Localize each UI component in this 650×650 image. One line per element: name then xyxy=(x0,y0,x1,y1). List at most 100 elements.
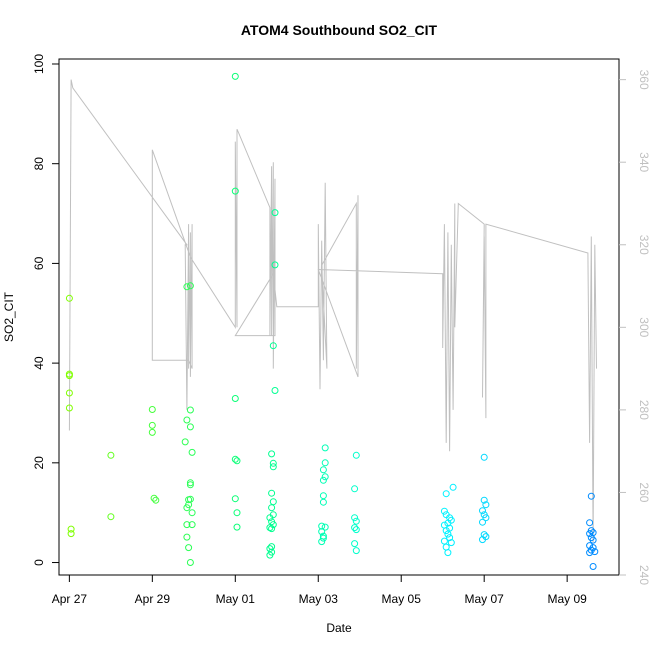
data-point xyxy=(351,524,359,532)
axis-layer: Apr 27 Apr 29 May 01 May 03 May 05 May 07 May … xyxy=(32,54,650,606)
y-tick-label: 20 xyxy=(32,456,46,470)
data-point xyxy=(321,473,329,481)
y-tick-label: 0 xyxy=(32,559,46,566)
x-tick-label: Apr 29 xyxy=(135,592,171,606)
data-point xyxy=(444,530,452,538)
y2-tick-label: 340 xyxy=(637,152,650,172)
y-tick-label: 60 xyxy=(32,256,46,270)
data-point xyxy=(268,525,276,533)
data-point xyxy=(186,406,194,414)
y2-tick-label: 240 xyxy=(637,565,650,585)
data-point xyxy=(183,416,191,424)
y2-tick-label: 360 xyxy=(637,70,650,90)
data-point xyxy=(271,387,279,394)
data-point xyxy=(186,282,194,290)
data-point xyxy=(269,498,277,506)
x-tick-label: May 01 xyxy=(216,592,256,606)
data-point xyxy=(271,261,279,269)
data-point xyxy=(181,438,189,446)
data-point xyxy=(321,444,329,452)
data-point xyxy=(183,283,191,291)
x-axis-label: Date xyxy=(326,621,352,635)
data-point xyxy=(352,547,360,555)
data-point xyxy=(351,485,359,493)
data-point xyxy=(446,534,454,542)
data-point xyxy=(186,559,194,566)
data-point xyxy=(107,451,115,459)
data-point xyxy=(586,542,594,550)
y2-tick-label: 300 xyxy=(637,317,650,337)
data-point xyxy=(480,531,488,539)
data-point xyxy=(319,534,327,542)
data-point xyxy=(318,538,326,546)
data-point xyxy=(352,451,360,459)
data-point xyxy=(186,423,194,431)
data-point xyxy=(186,481,194,489)
data-point xyxy=(589,563,597,570)
data-point xyxy=(480,496,488,504)
point-layer xyxy=(65,72,599,570)
y-axis-label: SO2_CIT xyxy=(2,291,16,342)
data-point xyxy=(479,536,486,544)
data-point xyxy=(351,514,359,522)
y-tick-label: 80 xyxy=(32,157,46,171)
data-point xyxy=(183,533,191,541)
x-tick-label: Apr 27 xyxy=(52,592,88,606)
data-point xyxy=(269,459,277,467)
data-point xyxy=(266,551,274,559)
data-point xyxy=(65,389,73,397)
data-point xyxy=(269,521,277,529)
data-point xyxy=(148,406,156,413)
data-point xyxy=(186,495,194,503)
line-layer xyxy=(68,79,597,543)
data-point xyxy=(321,459,329,467)
data-point xyxy=(233,509,241,517)
data-point xyxy=(268,504,276,512)
data-point xyxy=(351,540,359,548)
data-point xyxy=(447,539,455,547)
data-point xyxy=(318,528,326,536)
series-line xyxy=(68,79,597,543)
data-point xyxy=(352,526,360,534)
x-tick-label: May 09 xyxy=(547,592,587,606)
data-point xyxy=(148,428,156,436)
data-point xyxy=(268,489,276,497)
data-point xyxy=(231,187,239,195)
y-tick-label: 40 xyxy=(32,356,46,370)
data-point xyxy=(188,448,196,456)
y2-tick-label: 320 xyxy=(637,235,650,255)
data-point xyxy=(65,404,73,412)
chart-title: ATOM4 Southbound SO2_CIT xyxy=(241,22,438,38)
data-point xyxy=(442,527,450,535)
data-point xyxy=(269,463,277,471)
data-point xyxy=(188,509,196,517)
data-point xyxy=(269,342,277,350)
data-point xyxy=(319,476,327,484)
data-point xyxy=(586,549,594,557)
data-point xyxy=(148,421,156,429)
data-point xyxy=(482,514,490,522)
data-point xyxy=(65,370,73,378)
data-point xyxy=(591,548,599,556)
data-point xyxy=(587,492,595,500)
data-point xyxy=(185,544,193,552)
data-point xyxy=(233,523,241,531)
data-point xyxy=(107,513,115,521)
data-point xyxy=(480,453,488,461)
data-point xyxy=(586,519,594,527)
data-point xyxy=(440,537,448,545)
data-point xyxy=(319,492,327,500)
data-point xyxy=(319,498,327,506)
data-point xyxy=(231,495,239,503)
data-point xyxy=(442,490,450,498)
data-point xyxy=(152,496,160,504)
data-point xyxy=(321,523,329,531)
y-tick-label: 100 xyxy=(32,54,46,74)
x-tick-label: May 03 xyxy=(299,592,339,606)
data-point xyxy=(233,457,241,465)
data-point xyxy=(444,549,452,557)
data-point xyxy=(65,294,73,302)
data-point xyxy=(479,507,486,515)
data-point xyxy=(352,517,360,525)
